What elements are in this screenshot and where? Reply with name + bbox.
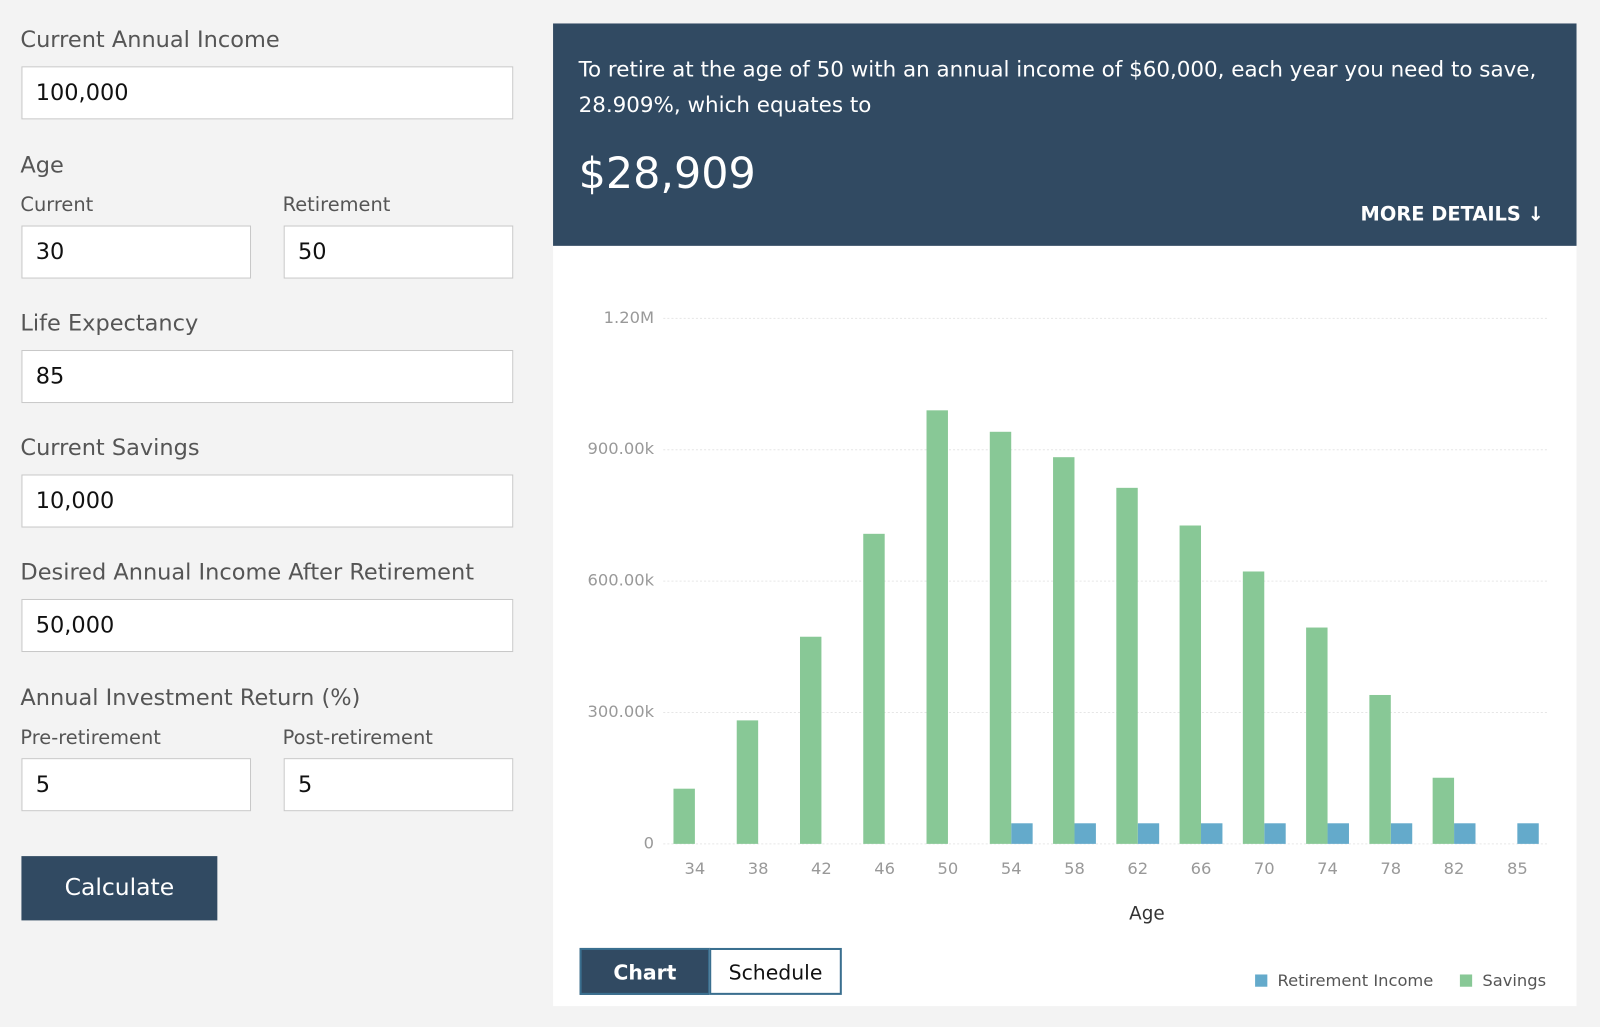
- x-tick-label: 82: [1444, 859, 1465, 878]
- x-tick-label: 70: [1254, 859, 1275, 878]
- y-tick-label: 600.00k: [588, 571, 655, 590]
- x-tick-label: 66: [1191, 859, 1212, 878]
- bar: [1053, 457, 1075, 844]
- input[interactable]: 30: [21, 225, 252, 279]
- label: Life Expectancy: [20, 311, 199, 337]
- input[interactable]: 50,000: [21, 598, 514, 653]
- label: Pre-retirement: [20, 726, 161, 749]
- legend-label: Retirement Income: [1278, 971, 1434, 990]
- bar: [1432, 777, 1455, 844]
- bar: [926, 410, 948, 844]
- bar: [799, 636, 822, 844]
- legend-label: Savings: [1482, 971, 1546, 990]
- x-tick-label: 74: [1317, 859, 1338, 878]
- summary-text: To retire at the age of 50 with an annua…: [578, 57, 1537, 118]
- more-details-text: MORE DETAILS: [1360, 203, 1521, 226]
- chart: 0 300.00k 600.00k 900.00k 1.20M 34 38 42 46 50 54 5…: [588, 308, 1549, 990]
- bar: [1327, 823, 1349, 844]
- bar: [1454, 823, 1476, 844]
- tab[interactable]: Chart: [579, 947, 711, 995]
- summary: To retire at the age of 50 with an annua…: [553, 23, 1577, 246]
- summary-amount: $28,909: [578, 147, 756, 198]
- input[interactable]: 10,000: [21, 474, 514, 528]
- x-tick-label: 54: [1001, 859, 1022, 878]
- x-tick-label: 38: [748, 859, 769, 878]
- y-tick-label: 300.00k: [588, 702, 655, 721]
- input[interactable]: 5: [283, 758, 514, 812]
- label: Post-retirement: [282, 726, 433, 749]
- x-tick-label: 34: [685, 859, 706, 878]
- bar: [989, 431, 1012, 844]
- label: Retirement: [282, 193, 391, 217]
- x-tick-label: 58: [1064, 859, 1085, 878]
- label: Current Savings: [20, 435, 200, 462]
- bar: [1306, 627, 1328, 844]
- bar: [1137, 823, 1160, 844]
- bar: [1116, 487, 1138, 844]
- input[interactable]: 5: [21, 758, 252, 812]
- legend-swatch: [1459, 974, 1473, 987]
- bar: [736, 720, 759, 844]
- input[interactable]: 100,000: [21, 66, 514, 120]
- x-tick-label: 78: [1380, 859, 1401, 878]
- label: Desired Annual Income After Retirement: [20, 560, 475, 586]
- bar: [1074, 823, 1096, 844]
- chart-panel: 0 300.00k 600.00k 900.00k 1.20M 34 38 42 46 50 54 5…: [553, 245, 1577, 1007]
- x-tick-label: 50: [938, 859, 959, 878]
- label: Current Annual Income: [20, 27, 280, 54]
- label: Annual Investment Return (%): [20, 685, 361, 712]
- input[interactable]: 85: [21, 349, 514, 404]
- x-tick-label: 42: [811, 859, 832, 878]
- bar: [863, 533, 885, 844]
- input[interactable]: 50: [283, 225, 514, 279]
- bar: [1390, 823, 1413, 844]
- x-tick-label: 62: [1127, 859, 1148, 878]
- x-tick-label: 85: [1507, 859, 1528, 878]
- label: Age: [20, 153, 64, 179]
- bar: [1517, 823, 1539, 844]
- legend-swatch: [1255, 974, 1268, 987]
- arrow-icon: ↓: [1527, 203, 1544, 226]
- bar: [1264, 823, 1286, 844]
- bar: [1242, 571, 1265, 844]
- label: Current: [20, 193, 94, 217]
- x-tick-label: 46: [874, 859, 895, 878]
- tab[interactable]: Schedule: [709, 947, 842, 995]
- bar: [1011, 823, 1033, 844]
- x-axis-label: Age: [1129, 903, 1165, 924]
- y-tick-label: 0: [644, 833, 654, 852]
- y-tick-label: 1.20M: [604, 308, 654, 327]
- more-details[interactable]: MORE DETAILS ↓: [1361, 203, 1544, 225]
- calculate-button[interactable]: Calculate: [21, 856, 218, 921]
- bar: [1201, 823, 1223, 844]
- bar: [1179, 525, 1202, 844]
- y-tick-label: 900.00k: [588, 439, 655, 458]
- bar: [1369, 694, 1391, 844]
- bar: [673, 788, 695, 844]
